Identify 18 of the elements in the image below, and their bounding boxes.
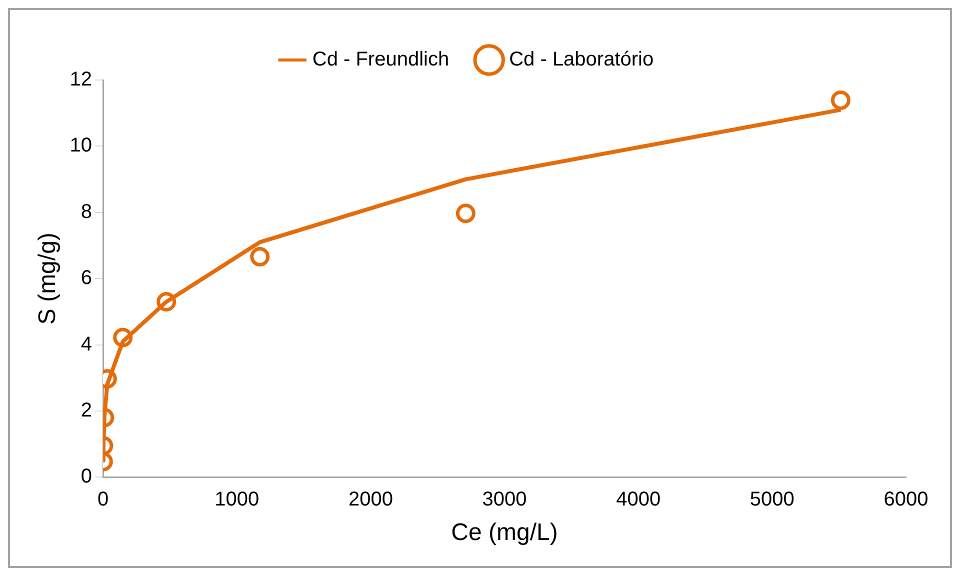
x-tick-label: 4000 [616,488,661,511]
x-tick-label: 6000 [884,488,928,511]
y-tick-label: 0 [80,466,92,488]
y-tick-label: 6 [80,267,92,290]
x-tick-label: 0 [97,488,109,511]
legend-label: Cd - Laboratório [509,48,654,71]
y-tick-label: 2 [80,400,92,422]
legend-label: Cd - Freundlich [312,48,450,71]
x-axis-title: Ce (mg/L) [451,519,558,546]
y-axis-title: S (mg/g) [34,232,62,325]
x-tick-label: 3000 [482,488,527,511]
x-tick-label: 2000 [348,488,393,511]
y-tick-label: 8 [80,200,92,223]
y-tick-label: 12 [70,68,92,91]
x-tick-label: 1000 [214,488,260,511]
y-tick-label: 10 [70,134,92,157]
y-tick-label: 4 [80,333,92,356]
x-tick-label: 5000 [750,488,794,511]
